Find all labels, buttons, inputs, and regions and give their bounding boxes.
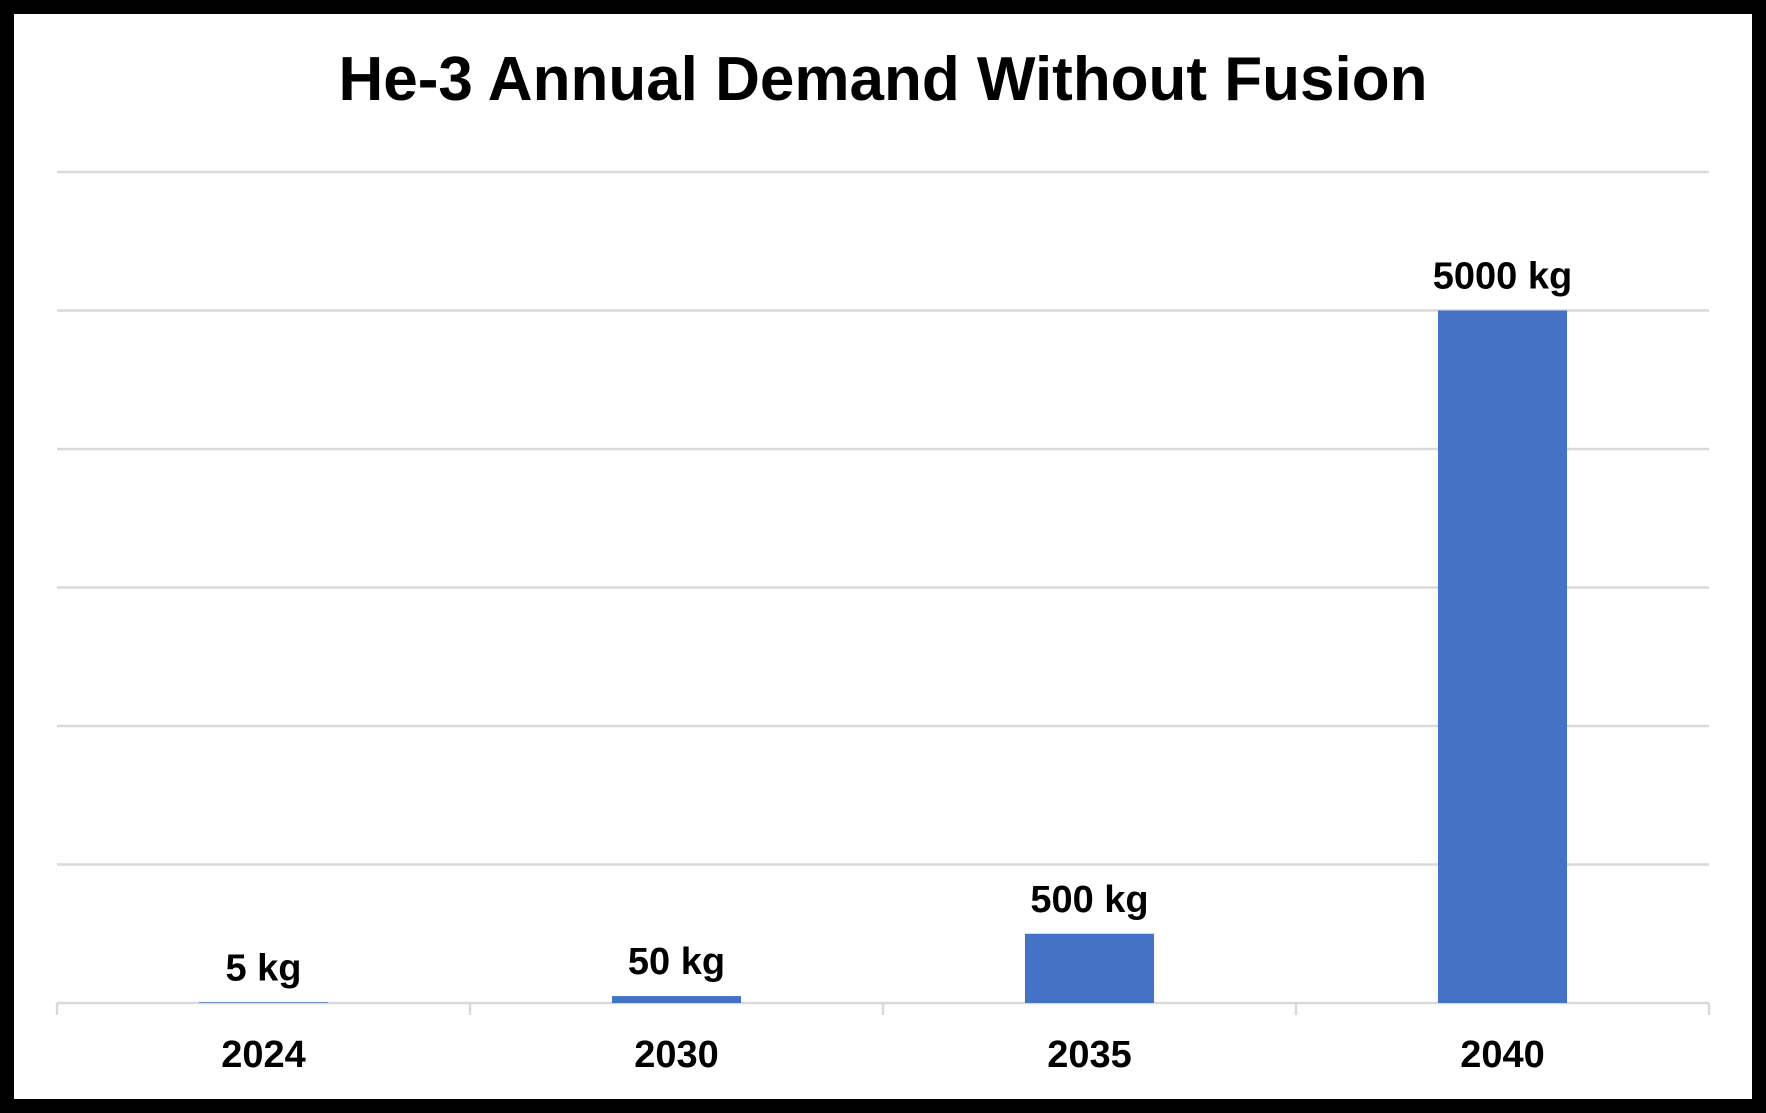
data-label-2024: 5 kg bbox=[225, 947, 301, 989]
x-tick-labels: 2024 2030 2035 2040 bbox=[221, 1034, 1545, 1076]
data-label-2040: 5000 kg bbox=[1433, 256, 1572, 298]
x-tick-label-2024: 2024 bbox=[221, 1034, 306, 1076]
data-labels: 5 kg 50 kg 500 kg 5000 kg bbox=[225, 256, 1572, 990]
bar-2030 bbox=[611, 996, 742, 1003]
x-axis bbox=[55, 1001, 1711, 1015]
gridlines bbox=[57, 170, 1709, 866]
bar-2024 bbox=[198, 1002, 329, 1003]
bar-2035 bbox=[1024, 933, 1155, 1003]
x-tick-label-2030: 2030 bbox=[634, 1034, 719, 1076]
data-label-2035: 500 kg bbox=[1030, 879, 1148, 921]
x-tick-label-2040: 2040 bbox=[1460, 1034, 1545, 1076]
x-tick-label-2035: 2035 bbox=[1047, 1034, 1132, 1076]
chart-title: He-3 Annual Demand Without Fusion bbox=[338, 45, 1428, 114]
bars bbox=[198, 310, 1568, 1003]
bar-2040 bbox=[1437, 310, 1568, 1003]
data-label-2030: 50 kg bbox=[628, 941, 725, 983]
